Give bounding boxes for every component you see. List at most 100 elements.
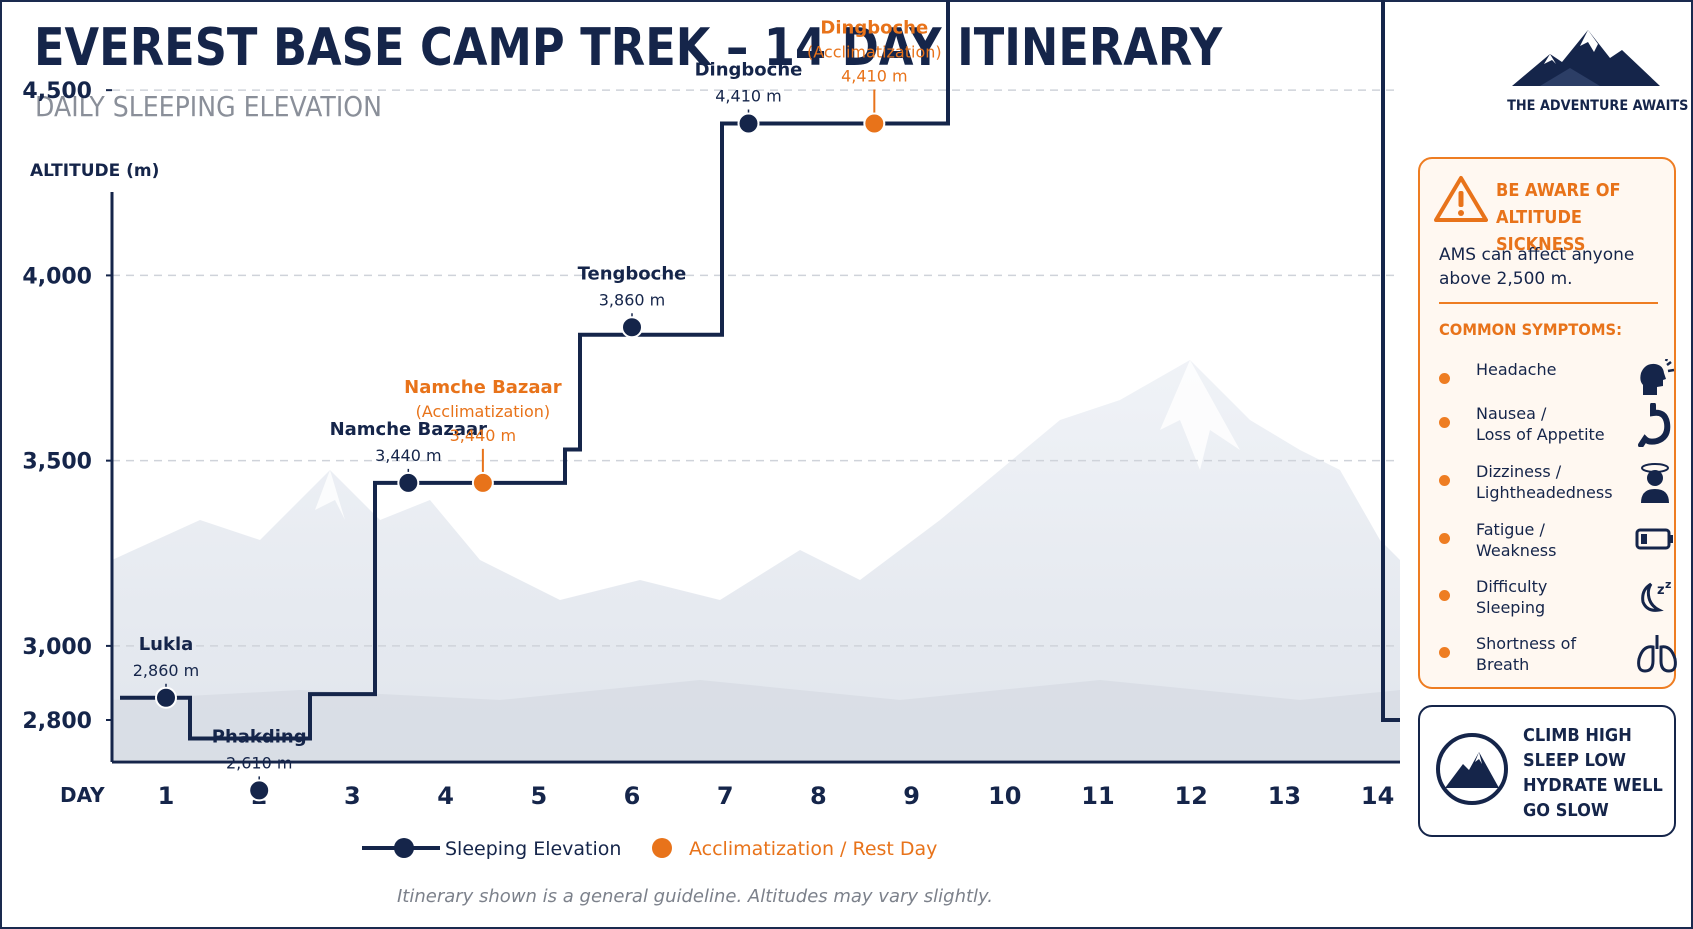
moon-sleep-icon: z z — [1641, 578, 1671, 612]
x-tick-label: 7 — [717, 782, 734, 810]
point-altitude-label: 2,860 m — [133, 661, 199, 680]
x-tick-label: 14 — [1361, 782, 1394, 810]
symptom-item: Difficulty Sleeping z z — [1439, 576, 1671, 626]
motto-box: CLIMB HIGH SLEEP LOW HYDRATE WELL GO SLO… — [1418, 705, 1676, 837]
symptom-item: Dizziness / Lightheadedness — [1439, 461, 1669, 511]
rest-marker — [863, 112, 886, 135]
symptom-text-2: Lightheadedness — [1476, 483, 1613, 502]
symptom-text-2: Sleeping — [1476, 598, 1546, 617]
point-altitude-label: 3,440 m — [375, 446, 441, 465]
x-tick-label: 10 — [988, 782, 1021, 810]
point-altitude-label: 3,860 m — [599, 290, 665, 309]
panel-title-line2: ALTITUDE SICKNESS — [1496, 207, 1586, 255]
point-name-label: Phakding — [212, 726, 307, 747]
legend-rest-label: Acclimatization / Rest Day — [689, 838, 937, 860]
lungs-icon — [1637, 635, 1677, 673]
symptom-text: Shortness of — [1476, 634, 1577, 653]
y-tick-label: 3,500 — [22, 450, 92, 475]
point-sub-label: (Acclimatization) — [807, 42, 942, 61]
legend-sleep-label: Sleeping Elevation — [445, 838, 621, 860]
point-altitude-label: 3,440 m — [450, 426, 516, 445]
point-name-label: Dingboche — [695, 59, 803, 80]
symptom-text: Nausea / — [1476, 404, 1547, 423]
sleep-point: 3,440 m Namche Bazaar — [330, 419, 488, 494]
panel-description: AMS can affect anyone above 2,500 m. — [1439, 245, 1635, 289]
panel-title: BE AWARE OF ALTITUDE SICKNESS — [1496, 177, 1658, 258]
y-tick-label: 4,500 — [22, 79, 92, 104]
y-tick-label: 4,000 — [22, 264, 92, 289]
sleep-marker — [155, 686, 177, 709]
y-axis-label: ALTITUDE (m) — [30, 161, 159, 181]
sleep-marker — [248, 779, 271, 802]
point-altitude-label: 4,410 m — [841, 66, 907, 85]
sleep-point: 3,860 m Tengboche — [578, 263, 687, 339]
x-axis-label: DAY — [60, 783, 105, 807]
stomach-icon — [1638, 403, 1671, 447]
sleep-point: 4,410 m Dingboche — [695, 59, 803, 135]
svg-text:z: z — [1665, 578, 1671, 591]
sleep-marker — [737, 112, 760, 135]
rest-day-point: 4,410 m (Acclimatization) Dingboche — [807, 17, 942, 135]
rest-day-point: 3,440 m (Acclimatization) Namche Bazaar — [404, 377, 562, 494]
motto-line: HYDRATE WELL — [1523, 775, 1663, 796]
sleep-point: 2,610 m Phakding — [212, 726, 307, 802]
legend-sleep-marker — [394, 838, 414, 858]
sleep-point: 2,860 m Lukla — [133, 634, 199, 709]
motto-line: SLEEP LOW — [1523, 750, 1627, 771]
bullet-dot — [1439, 647, 1450, 658]
symptoms-heading: COMMON SYMPTOMS: — [1439, 320, 1622, 339]
y-tick-label: 3,000 — [22, 635, 92, 660]
point-name-label: Dingboche — [820, 17, 928, 38]
sleep-marker — [397, 471, 420, 494]
x-tick-label: 4 — [437, 782, 454, 810]
point-altitude-label: 2,610 m — [226, 753, 292, 772]
point-name-label: Tengboche — [578, 263, 687, 284]
y-tick-label: 2,800 — [22, 709, 92, 734]
x-tick-label: 1 — [158, 782, 175, 810]
grid-lines — [112, 89, 1400, 647]
symptom-item: Fatigue / Weakness — [1439, 519, 1673, 569]
mountain-logo-icon — [1512, 30, 1660, 86]
mountain-circle-icon — [1436, 733, 1508, 805]
footnote: Itinerary shown is a general guideline. … — [396, 886, 994, 907]
low-battery-icon — [1635, 528, 1673, 550]
logo-tagline: THE ADVENTURE AWAITS — [1507, 98, 1689, 114]
chart-legend: Sleeping Elevation Acclimatization / Res… — [362, 838, 937, 860]
legend-rest-marker — [652, 838, 672, 858]
bullet-dot — [1439, 417, 1450, 428]
page-subtitle: DAILY SLEEPING ELEVATION — [35, 90, 382, 123]
symptom-text-2: Breath — [1476, 655, 1530, 674]
x-axis-ticks: 1234567891011121314 — [158, 782, 1395, 810]
rest-marker — [471, 471, 494, 494]
motto-line: CLIMB HIGH — [1523, 725, 1632, 746]
symptom-item: Nausea / Loss of Appetite — [1439, 403, 1671, 453]
bullet-dot — [1439, 373, 1450, 384]
dizzy-person-icon — [1641, 463, 1669, 503]
head-pain-icon — [1640, 359, 1675, 395]
symptom-item: Headache — [1439, 359, 1675, 409]
symptom-text: Dizziness / — [1476, 462, 1562, 481]
chart-axes — [110, 192, 1400, 764]
x-tick-label: 9 — [903, 782, 920, 810]
point-altitude-label: 4,410 m — [715, 86, 781, 105]
x-tick-label: 11 — [1081, 782, 1114, 810]
x-tick-label: 6 — [624, 782, 641, 810]
point-name-label: Namche Bazaar — [330, 419, 488, 440]
symptom-text-2: Loss of Appetite — [1476, 425, 1605, 444]
bullet-dot — [1439, 533, 1450, 544]
motto-line: GO SLOW — [1523, 800, 1609, 821]
symptom-text: Fatigue / — [1476, 520, 1545, 539]
bullet-dot — [1439, 475, 1450, 486]
point-sub-label: (Acclimatization) — [416, 402, 551, 421]
x-tick-label: 5 — [530, 782, 547, 810]
symptom-text: Headache — [1476, 360, 1557, 379]
point-name-label: Namche Bazaar — [404, 377, 562, 398]
x-tick-label: 8 — [810, 782, 827, 810]
warning-icon — [1434, 176, 1488, 222]
panel-title-line1: BE AWARE OF — [1496, 180, 1621, 201]
x-tick-label: 12 — [1174, 782, 1207, 810]
